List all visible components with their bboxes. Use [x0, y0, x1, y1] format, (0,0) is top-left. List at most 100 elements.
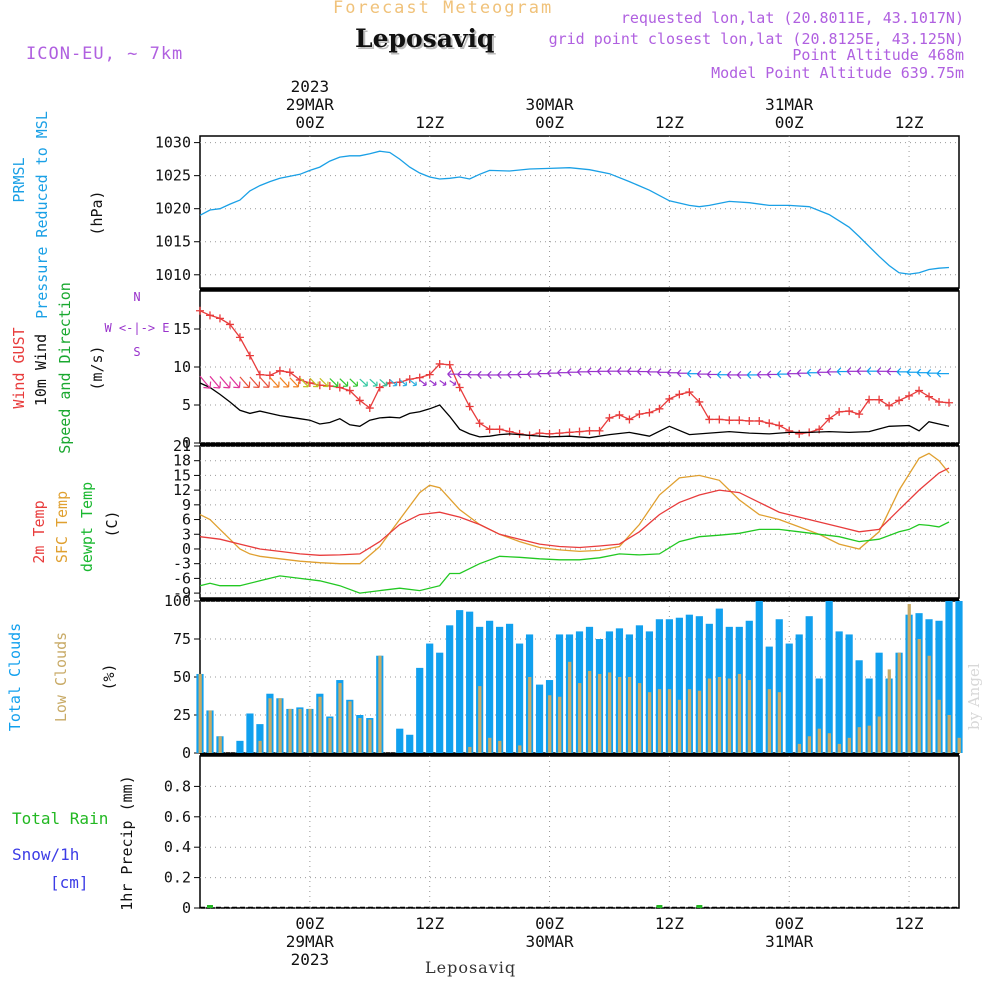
gust-marker	[625, 415, 634, 424]
gust-marker	[905, 391, 914, 400]
low-cloud-bar	[318, 696, 322, 753]
total-cloud-bar	[795, 634, 803, 753]
gust-label: Wind GUST	[10, 327, 28, 408]
y-tick-label: 12	[173, 481, 191, 499]
wind-direction-arrow	[209, 375, 221, 389]
wind-direction-arrowhead	[362, 381, 368, 387]
grid-point-location: grid point closest lon,lat (20.8125E, 43…	[548, 30, 964, 48]
gust-line	[199, 310, 950, 437]
time-tick-label: 12Z	[655, 914, 684, 933]
wind-direction-arrowhead	[796, 369, 802, 378]
gust-marker	[215, 314, 224, 323]
time-tick-label: 00Z	[295, 113, 324, 132]
date-label: 29MAR	[286, 95, 335, 114]
wind-direction-arrow	[309, 377, 319, 388]
y-tick-label: 1010	[155, 266, 191, 284]
subtitle: Forecast Meteogram	[333, 0, 554, 18]
low-cloud-bar	[588, 670, 592, 753]
wind-direction-arrowhead	[372, 381, 378, 387]
low-cloud-bar	[637, 683, 642, 753]
wind-direction-arrowhead	[447, 370, 452, 379]
wind-direction-arrowhead	[686, 369, 692, 378]
sfc-temp-line	[199, 452, 950, 565]
wind-direction-arrow	[419, 379, 427, 386]
wind-direction-arrowhead	[243, 381, 251, 389]
low-cloud-bar	[328, 718, 332, 753]
low-cloud-bar	[937, 699, 941, 753]
low-cloud-bar	[568, 661, 572, 753]
date-label: 30MAR	[525, 932, 574, 951]
total-cloud-bar	[945, 601, 953, 753]
y-tick-label: 6	[182, 511, 191, 529]
wind-direction-arrowhead	[203, 381, 212, 389]
low-cloud-bar	[268, 698, 272, 753]
low-clouds-label: Low Clouds	[52, 632, 70, 722]
wind-direction-arrowhead	[906, 368, 912, 377]
low-cloud-bar	[747, 680, 752, 753]
low-cloud-bar	[198, 673, 202, 753]
wind-direction-arrow	[339, 378, 348, 387]
compass-w-e: W <-|-> E	[104, 321, 169, 335]
gust-marker	[475, 419, 484, 428]
gust-marker	[225, 320, 234, 329]
wind-direction-arrow	[319, 377, 329, 387]
gust-marker	[675, 390, 684, 399]
low-cloud-bar	[528, 677, 532, 753]
total-rain-label: Total Rain	[12, 809, 108, 828]
gust-marker	[615, 410, 624, 419]
compass-s: S	[133, 345, 140, 359]
low-cloud-bar	[338, 683, 342, 753]
total-cloud-bar	[655, 619, 663, 753]
low-cloud-bar	[737, 673, 742, 753]
gust-marker	[655, 404, 664, 413]
wind-direction-arrowhead	[696, 370, 702, 379]
low-cloud-bar	[218, 736, 222, 753]
low-cloud-bar	[308, 708, 312, 753]
low-cloud-bar	[697, 690, 702, 753]
wind-direction-arrowhead	[617, 367, 622, 376]
wind-direction-arrowhead	[382, 381, 388, 387]
gust-marker	[875, 395, 884, 404]
temp-unit: (C)	[103, 510, 121, 537]
wind-direction-arrow	[379, 378, 388, 387]
gust-marker	[885, 401, 894, 410]
gust-marker	[555, 429, 564, 438]
wind-direction-arrowhead	[457, 370, 462, 379]
total-cloud-bar	[535, 684, 544, 753]
y-tick-label: 0	[182, 899, 191, 917]
low-cloud-bar	[717, 677, 722, 753]
gust-marker	[435, 359, 444, 368]
y-tick-label: -3	[173, 555, 191, 573]
gust-marker	[785, 426, 794, 435]
temp-2m-label: 2m Temp	[30, 500, 48, 563]
wind-direction-arrowhead	[656, 368, 662, 377]
low-cloud-bar	[657, 689, 662, 753]
wind-direction-arrowhead	[607, 367, 612, 376]
low-cloud-bar	[837, 743, 841, 753]
total-cloud-bar	[875, 652, 883, 753]
total-cloud-bar	[685, 614, 693, 753]
gust-marker	[855, 410, 864, 419]
gust-marker	[605, 413, 614, 422]
total-cloud-bar	[835, 631, 843, 753]
gust-marker	[335, 383, 344, 392]
gust-marker	[895, 396, 904, 405]
wind-direction-arrow	[389, 379, 398, 386]
gust-marker	[935, 397, 944, 406]
dewpt-label: dewpt Temp	[78, 482, 96, 572]
wind-direction-arrowhead	[746, 370, 752, 379]
panel-frame	[199, 135, 960, 289]
low-cloud-bar	[488, 737, 492, 753]
date-label: 31MAR	[765, 932, 814, 951]
low-cloud-bar	[558, 696, 562, 753]
gust-marker	[425, 370, 434, 379]
low-cloud-bar	[797, 743, 802, 753]
gust-marker	[775, 421, 784, 430]
wind-direction-arrowhead	[636, 367, 642, 376]
time-tick-label: 12Z	[415, 113, 444, 132]
wind-direction-arrowhead	[517, 370, 522, 379]
wind-direction-arrowhead	[487, 370, 492, 380]
clouds-unit: (%)	[100, 663, 118, 690]
wind-direction-arrow	[369, 378, 378, 387]
total-cloud-bar	[436, 652, 444, 753]
